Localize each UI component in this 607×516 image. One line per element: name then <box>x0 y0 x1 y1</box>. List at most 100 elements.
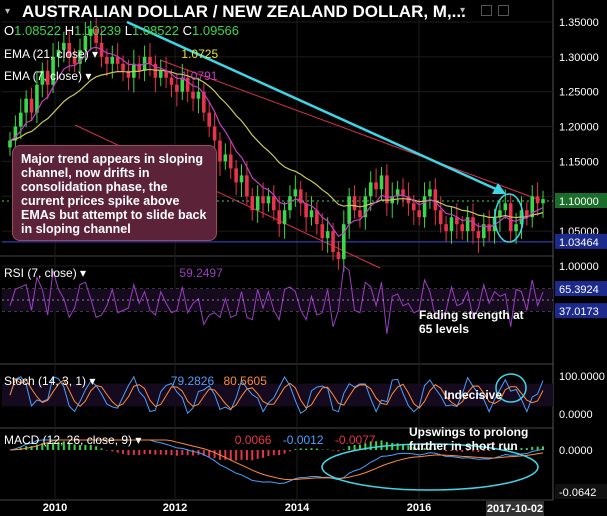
candle-body <box>347 196 351 225</box>
stoch-band <box>2 383 553 407</box>
channel-upper <box>159 59 541 201</box>
candle-body <box>110 56 115 64</box>
candle-body <box>175 84 179 92</box>
candle-body <box>422 196 427 218</box>
current-date-label: 2017-10-02 <box>487 503 543 515</box>
candle-body <box>476 231 481 239</box>
stoch-d-line <box>9 378 544 410</box>
candle-body <box>336 252 341 260</box>
stoch-k-line <box>9 375 544 415</box>
rsi-level-box <box>555 303 607 319</box>
candle-body <box>13 126 18 141</box>
stoch-highlight-circle <box>495 373 527 403</box>
high-label: H <box>64 23 75 38</box>
rsi-label: RSI (7, close) <box>4 266 77 280</box>
macd-tick-label: -0.0642 <box>559 487 596 499</box>
candle-body <box>212 126 217 141</box>
macd-legend[interactable]: MACD (12, 26, close, 9) ▾ 0.0066 -0.0012… <box>4 434 376 446</box>
candle-body <box>341 224 346 260</box>
rsi-level-box <box>555 280 607 296</box>
price-tick-label: 1.30000 <box>559 52 599 64</box>
candle-body <box>498 210 502 218</box>
candle-body <box>180 77 185 92</box>
candle-body <box>78 49 82 64</box>
low-label: L <box>124 23 132 38</box>
time-tick-label: 2010 <box>43 502 67 514</box>
candle-body <box>315 210 319 225</box>
highlight-circle <box>494 193 524 243</box>
candle-body <box>239 175 244 183</box>
candle-body <box>196 91 201 99</box>
trend-arrowhead <box>492 183 506 194</box>
stoch-d-value: 80.5605 <box>223 374 267 388</box>
macd-signal-line <box>9 439 544 481</box>
candle-body <box>148 56 152 64</box>
high-value: 1.10239 <box>74 23 122 38</box>
macd-signal-value: -0.0012 <box>282 433 324 447</box>
dropdown-icon[interactable]: ▾ <box>89 374 96 388</box>
candle-body <box>368 182 373 197</box>
candle-body <box>234 168 238 183</box>
stoch-tick-label: 0.0000 <box>559 409 593 421</box>
price-tick-label: 1.20000 <box>559 122 599 134</box>
candle-body <box>481 224 486 239</box>
candle-body <box>433 189 438 211</box>
price-tick-label: 1.25000 <box>559 87 599 99</box>
candle-body <box>228 154 233 169</box>
candle-body <box>525 210 529 218</box>
ema7-line <box>9 46 544 238</box>
candle-body <box>282 210 287 225</box>
close-value: 1.09566 <box>192 23 240 38</box>
settings-icon[interactable] <box>481 5 492 16</box>
trend-callout: Major trend appears in sloping channel, … <box>12 145 217 241</box>
rsi-legend[interactable]: RSI (7, close) ▾ 59.2497 <box>4 267 223 279</box>
candle-body <box>164 70 168 78</box>
candle-body <box>105 56 109 64</box>
dropdown-icon[interactable]: ▾ <box>460 5 466 16</box>
dropdown-icon[interactable]: ▾ <box>85 69 92 83</box>
candle-body <box>325 231 330 239</box>
candle-body <box>293 189 298 197</box>
candle-body <box>514 224 518 232</box>
candle-body <box>465 217 470 232</box>
macd-hist-value: -0.0077 <box>334 433 376 447</box>
ohlc-readout: O1.08522 H1.10239 L1.08522 C1.09566 <box>4 24 239 37</box>
candle-body <box>304 203 308 218</box>
candle-body <box>245 175 249 197</box>
macd-tick-label: 0.0000 <box>559 445 593 457</box>
candle-body <box>29 98 34 113</box>
stoch-label: Stoch (14, 3, 1) <box>4 374 87 388</box>
candle-body <box>277 210 281 225</box>
stoch-legend[interactable]: Stoch (14, 3, 1) ▾ 79.2826 80.5605 <box>4 375 267 387</box>
candle-body <box>51 56 55 85</box>
candle-body <box>132 63 136 78</box>
collapse-arrow-icon[interactable]: ▾ <box>5 6 11 17</box>
stoch-tick-label: 100.0000 <box>559 371 605 383</box>
candle-body <box>411 203 416 211</box>
candle-body <box>298 189 303 204</box>
candle-body <box>449 217 454 232</box>
dropdown-icon[interactable]: ▾ <box>135 433 142 447</box>
candle-body <box>207 112 212 127</box>
candle-body <box>272 196 276 211</box>
candle-body <box>503 203 508 211</box>
candle-body <box>67 42 72 57</box>
price-tick-label: 1.00000 <box>559 261 599 273</box>
candle-body <box>24 98 28 113</box>
time-tick-label: 2016 <box>407 502 431 514</box>
candle-body <box>158 70 163 78</box>
dropdown-icon[interactable]: ▾ <box>80 266 87 280</box>
ema7-legend[interactable]: EMA (7, close) ▾ 1.0791 <box>4 70 217 82</box>
candle-body <box>320 224 325 239</box>
dropdown-icon[interactable]: ▾ <box>92 47 99 61</box>
ema21-label: EMA (21, close) <box>4 47 89 61</box>
candle-body <box>261 196 265 204</box>
candle-body <box>35 84 39 113</box>
rsi-level-label: 65.3924 <box>559 284 599 296</box>
ema21-legend[interactable]: EMA (21, close) ▾ 1.0725 <box>4 48 218 60</box>
close-icon[interactable] <box>498 5 509 16</box>
candle-body <box>121 63 125 71</box>
candle-body <box>331 231 335 253</box>
